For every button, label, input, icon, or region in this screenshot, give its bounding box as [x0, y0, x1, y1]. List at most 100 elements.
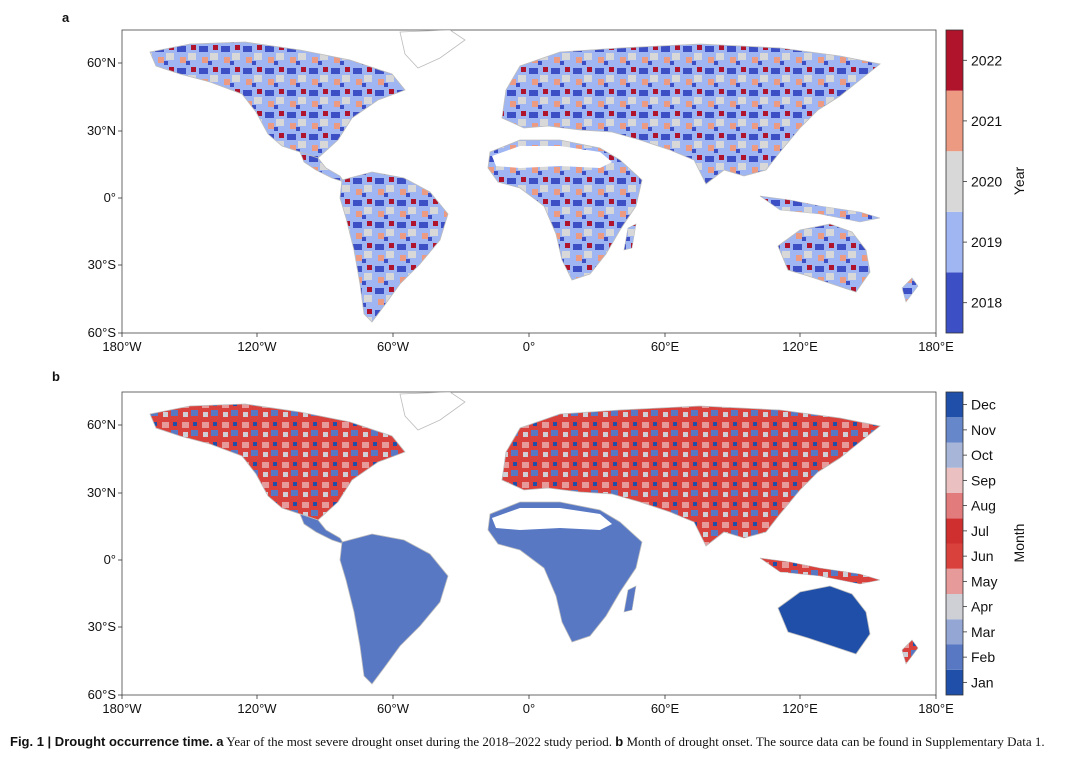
colorbar-label: 2022	[971, 52, 1002, 68]
panel-letter-b: b	[52, 369, 60, 384]
lon-tick-label: 60°E	[651, 701, 680, 716]
colorbar-swatch	[946, 493, 963, 519]
colorbar-swatch	[946, 392, 963, 418]
lat-tick-label: 60°N	[87, 417, 116, 432]
colorbar-label: 2021	[971, 113, 1002, 129]
colorbar-swatch	[946, 30, 963, 91]
axis-ticks-b	[118, 424, 937, 699]
colorbar-label: 2020	[971, 174, 1002, 190]
panel-a: 60°N 30°N 0° 30°S 60°S 180°W 120°W 60°W …	[87, 29, 1027, 354]
lon-tick-label: 180°E	[918, 701, 954, 716]
caption-text-b: Month of drought onset. The source data …	[626, 734, 1045, 749]
colorbar-label: Apr	[971, 599, 993, 615]
colorbar-label: Dec	[971, 397, 996, 413]
colorbar-swatch	[946, 211, 963, 273]
landmass-south-america	[339, 533, 449, 685]
colorbar-label: Jun	[971, 548, 994, 564]
landmass-se-asia	[759, 557, 881, 585]
colorbar-b: Jan Feb Mar Apr May Jun Jul Aug Sep Oct Nov Dec	[945, 391, 997, 696]
colorbar-label: Aug	[971, 498, 996, 514]
landmass-madagascar	[623, 223, 637, 251]
lon-labels-a: 180°W 120°W 60°W 0° 60°E 120°E 180°E	[102, 339, 954, 354]
colorbar-swatch	[946, 594, 963, 620]
colorbar-label: May	[971, 573, 997, 589]
lon-tick-label: 60°E	[651, 339, 680, 354]
landmass-africa	[487, 139, 643, 281]
caption-letter-a: a	[216, 734, 224, 749]
lon-tick-label: 120°W	[237, 339, 277, 354]
sahara-white	[492, 146, 612, 168]
colorbar-title-a: Year	[1011, 167, 1027, 196]
world-map-a	[149, 30, 919, 323]
lat-tick-label: 0°	[104, 190, 116, 205]
axis-ticks-a	[118, 62, 937, 337]
landmass-new-zealand	[901, 639, 919, 665]
panel-b: 60°N 30°N 0° 30°S 60°S 180°W 120°W 60°W …	[87, 391, 1027, 716]
landmass-australia	[777, 223, 871, 293]
lat-tick-label: 0°	[104, 552, 116, 567]
lat-tick-label: 30°S	[88, 257, 117, 272]
landmass-north-america	[149, 403, 406, 521]
colorbar-swatch	[946, 272, 963, 333]
lat-tick-label: 30°S	[88, 619, 117, 634]
lat-tick-label: 30°N	[87, 485, 116, 500]
colorbar-swatch	[946, 518, 963, 544]
colorbar-swatch	[946, 619, 963, 645]
landmass-south-america	[339, 171, 449, 323]
landmass-australia	[777, 585, 871, 655]
colorbar-title-b: Month	[1011, 524, 1027, 563]
colorbar-label: Jan	[971, 674, 994, 690]
landmass-eurasia	[501, 43, 881, 185]
colorbar-label: 2018	[971, 295, 1002, 311]
colorbar-frame	[945, 391, 964, 696]
lon-tick-label: 120°W	[237, 701, 277, 716]
colorbar-swatch	[946, 442, 963, 468]
sahara-white	[492, 508, 612, 530]
lat-tick-label: 60°N	[87, 55, 116, 70]
lat-tick-label: 60°S	[88, 325, 117, 340]
colorbar-a: 2018 2019 2020 2021 2022	[945, 29, 1002, 334]
lon-tick-label: 180°W	[102, 339, 142, 354]
landmass-north-america	[149, 41, 406, 159]
panel-letter-a: a	[62, 10, 70, 25]
figure-caption: Fig. 1 | Drought occurrence time. a Year…	[10, 733, 1072, 751]
colorbar-swatch	[946, 644, 963, 670]
lon-tick-label: 60°W	[377, 339, 410, 354]
lon-tick-label: 180°E	[918, 339, 954, 354]
colorbar-swatch	[946, 417, 963, 443]
colorbar-label: Feb	[971, 649, 995, 665]
colorbar-label: Mar	[971, 624, 995, 640]
colorbar-frame	[945, 29, 964, 334]
lon-tick-label: 180°W	[102, 701, 142, 716]
colorbar-swatch	[946, 90, 963, 152]
lat-tick-label: 60°S	[88, 687, 117, 702]
lon-tick-label: 120°E	[782, 701, 818, 716]
landmass-madagascar	[623, 585, 637, 613]
colorbar-swatch	[946, 568, 963, 594]
colorbar-label: Jul	[971, 523, 989, 539]
colorbar-swatch	[946, 151, 963, 212]
colorbar-label: 2019	[971, 234, 1002, 250]
lon-tick-label: 0°	[523, 701, 535, 716]
landmass-greenland	[399, 30, 466, 69]
caption-text-a: Year of the most severe drought onset du…	[226, 734, 613, 749]
caption-label: Fig. 1 | Drought occurrence time.	[10, 734, 214, 749]
landmass-greenland	[399, 392, 466, 431]
lon-tick-label: 0°	[523, 339, 535, 354]
lat-tick-label: 30°N	[87, 123, 116, 138]
landmass-africa	[487, 501, 643, 643]
world-map-b	[149, 392, 919, 685]
colorbar-label: Oct	[971, 447, 993, 463]
landmass-se-asia	[759, 195, 881, 223]
colorbar-swatch	[946, 467, 963, 493]
colorbar-label: Sep	[971, 472, 996, 488]
colorbar-label: Nov	[971, 422, 996, 438]
colorbar-swatch	[946, 669, 963, 695]
landmass-new-zealand	[901, 277, 919, 303]
landmass-eurasia	[501, 405, 881, 547]
lat-labels-b: 60°N 30°N 0° 30°S 60°S	[87, 417, 116, 702]
lon-tick-label: 60°W	[377, 701, 410, 716]
lon-labels-b: 180°W 120°W 60°W 0° 60°E 120°E 180°E	[102, 701, 954, 716]
lat-labels-a: 60°N 30°N 0° 30°S 60°S	[87, 55, 116, 340]
